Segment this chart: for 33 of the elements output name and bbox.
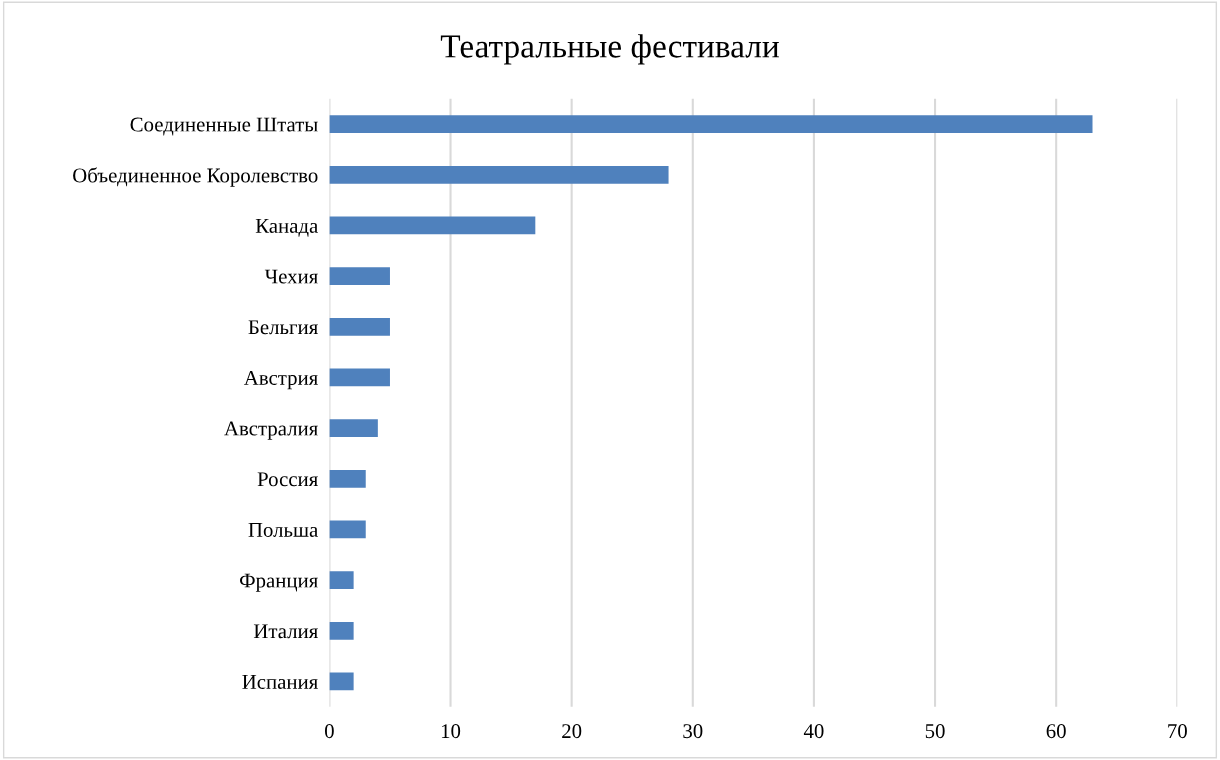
bar [329, 267, 390, 285]
y-tick-label: Франция [239, 573, 318, 592]
bar [329, 216, 536, 235]
bar [329, 672, 354, 691]
y-tick-label: Австралия [224, 421, 318, 440]
bar [329, 419, 378, 437]
y-tick-label: Бельгия [248, 320, 318, 335]
y-tick-label: Чехия [264, 269, 318, 284]
y-tick-label: Объединенное Королевство [73, 167, 318, 187]
x-tick-label: 0 [324, 724, 334, 739]
bar [329, 317, 390, 336]
y-tick-label: Канада [255, 219, 318, 237]
y-tick-label: Италия [253, 624, 318, 639]
x-tick-label: 60 [1046, 724, 1066, 739]
chart-title: Театральные фестивали [440, 34, 779, 65]
y-tick-label: Испания [242, 675, 318, 689]
x-tick-label: 20 [562, 724, 582, 739]
bar [329, 115, 1093, 133]
y-tick-label: Польша [248, 523, 318, 537]
bar [329, 621, 354, 640]
x-tick-label: 30 [683, 724, 703, 739]
x-tick-label: 70 [1168, 724, 1187, 739]
x-tick-label: 50 [925, 724, 945, 739]
x-tick-label: 10 [441, 724, 461, 739]
bar [329, 520, 366, 539]
y-tick-label: Россия [257, 472, 318, 487]
bar [329, 571, 354, 589]
x-tick-label: 40 [803, 724, 824, 739]
bar [329, 368, 390, 387]
bar [329, 165, 669, 184]
y-tick-label: Австрия [243, 370, 318, 390]
bar [329, 469, 366, 488]
y-tick-label: Соединенные Штаты [130, 117, 318, 136]
